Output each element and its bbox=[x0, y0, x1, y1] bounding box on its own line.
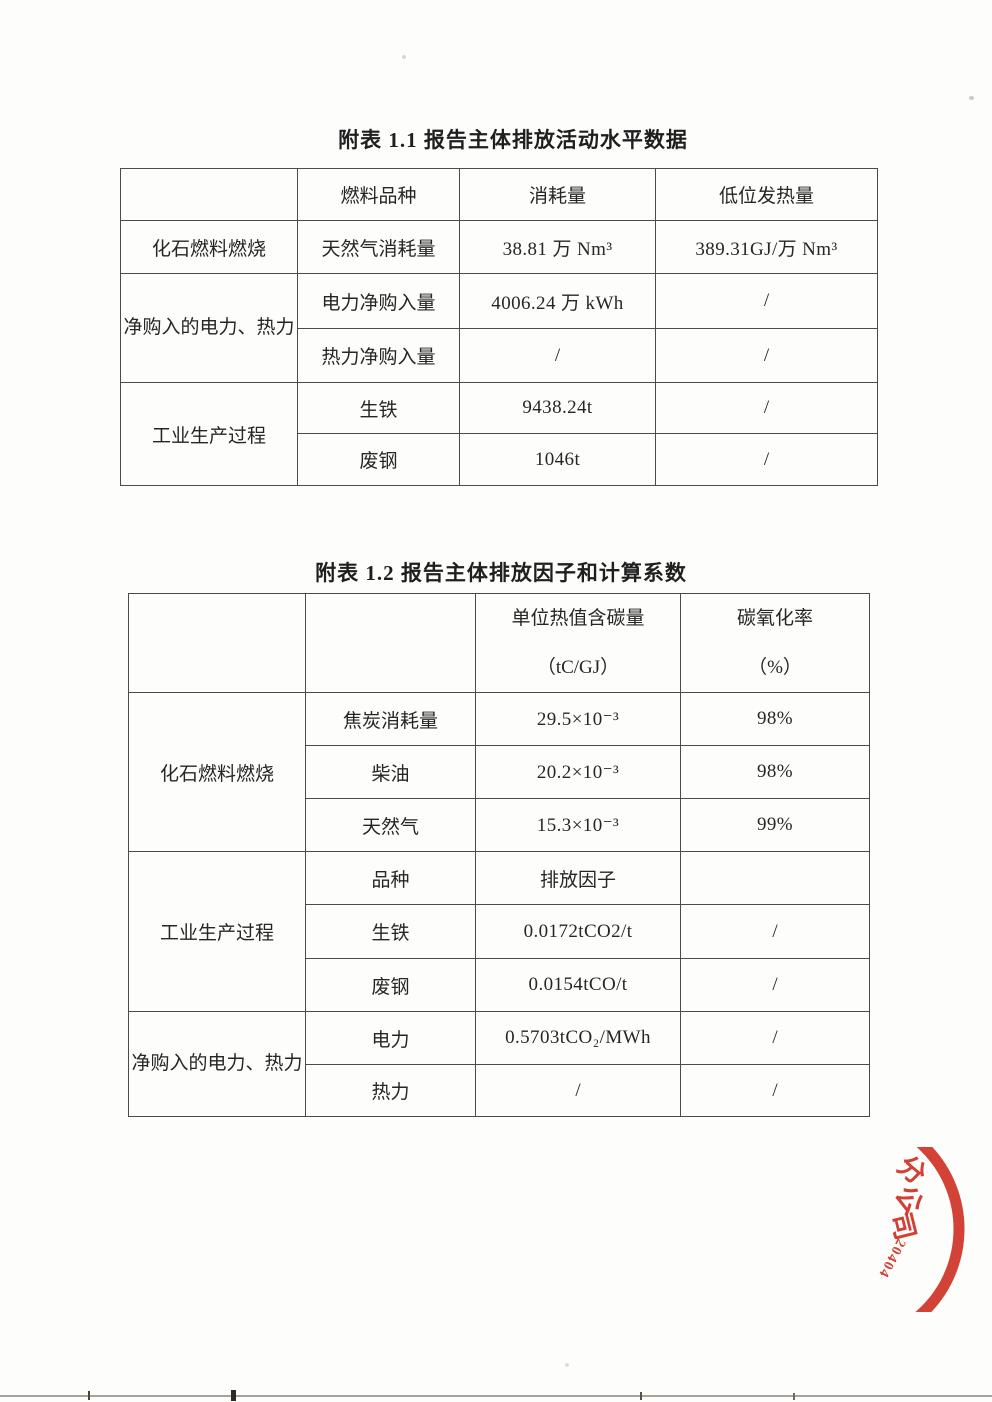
table-row: 废钢 1046t / bbox=[121, 433, 878, 486]
cell-item: 天然气 bbox=[305, 798, 476, 852]
cell-carbon-content: 0.0154tCO/t bbox=[475, 958, 681, 1012]
cell-category: 化石燃料燃烧 bbox=[120, 220, 298, 274]
table-row: 净购入的电力、热力 电力净购入量 4006.24 万 kWh / bbox=[120, 273, 878, 383]
scan-edge-line bbox=[0, 1395, 992, 1397]
cell-item: 电力 bbox=[305, 1011, 476, 1065]
header-oxidation-rate: 碳氧化率 （%） bbox=[680, 593, 870, 693]
cell-heating-value: 389.31GJ/万 Nm³ bbox=[655, 220, 878, 274]
cell-consumption: 9438.24t bbox=[459, 382, 656, 434]
table-row: 工业生产过程 品种 排放因子 bbox=[128, 851, 870, 1012]
table2-title: 附表 1.2 报告主体排放因子和计算系数 bbox=[315, 561, 687, 585]
table-row: 生铁 0.0172tCO2/t / bbox=[129, 904, 870, 959]
cell-fuel-type: 生铁 bbox=[297, 382, 460, 434]
cell-oxidation-rate: / bbox=[680, 958, 870, 1012]
scan-tick bbox=[88, 1391, 90, 1400]
cell-item: 热力 bbox=[305, 1064, 476, 1117]
scan-tick bbox=[793, 1393, 795, 1400]
table-row: 净购入的电力、热力 电力 0.5703tCO₂/MWh / bbox=[128, 1011, 870, 1117]
cell-oxidation-rate: / bbox=[680, 1011, 870, 1065]
cell-oxidation-rate: 98% bbox=[680, 745, 870, 799]
cell-category: 净购入的电力、热力 bbox=[120, 273, 298, 383]
scan-tick bbox=[640, 1392, 642, 1400]
cell-heating-value: / bbox=[655, 328, 878, 383]
table-row: 化石燃料燃烧 天然气消耗量 38.81 万 Nm³ 389.31GJ/万 Nm³ bbox=[120, 220, 878, 274]
cell-fuel-type: 热力净购入量 bbox=[297, 328, 460, 383]
table1-title: 附表 1.1 报告主体排放活动水平数据 bbox=[338, 128, 688, 152]
cell-heating-value: / bbox=[655, 382, 878, 434]
table-header-row: 燃料品种 消耗量 低位发热量 bbox=[120, 168, 878, 221]
cell-category: 化石燃料燃烧 bbox=[128, 692, 306, 852]
company-seal-stamp: 分 公 司 20404 bbox=[875, 1147, 992, 1312]
seal-ring-arc-icon bbox=[915, 1147, 965, 1312]
cell-oxidation-rate: / bbox=[680, 1064, 870, 1117]
header-empty bbox=[128, 593, 306, 693]
header-empty bbox=[120, 168, 298, 221]
scan-speckle bbox=[565, 1363, 569, 1367]
scan-speckle bbox=[969, 96, 974, 100]
header-empty bbox=[305, 593, 476, 693]
header-heating-value: 低位发热量 bbox=[655, 168, 878, 221]
cell-oxidation-rate: 99% bbox=[680, 798, 870, 852]
cell-item: 废钢 bbox=[305, 958, 476, 1012]
cell-item: 品种 bbox=[305, 851, 476, 905]
header-carbon-content: 单位热值含碳量 （tC/GJ） bbox=[475, 593, 681, 693]
cell-fuel-type: 废钢 bbox=[297, 433, 460, 486]
cell-fuel-type: 天然气消耗量 bbox=[297, 220, 460, 274]
emission-factor-table: 单位热值含碳量 （tC/GJ） 碳氧化率 （%） 化石燃料燃烧 焦炭消耗量 29… bbox=[128, 593, 870, 1117]
cell-oxidation-rate: 98% bbox=[680, 692, 870, 746]
cell-carbon-content: 15.3×10⁻³ bbox=[475, 798, 681, 852]
cell-item: 柴油 bbox=[305, 745, 476, 799]
cell-heating-value: / bbox=[655, 433, 878, 486]
cell-oxidation-rate: / bbox=[680, 904, 870, 959]
table-header-row: 单位热值含碳量 （tC/GJ） 碳氧化率 （%） bbox=[128, 593, 870, 693]
table-row: 废钢 0.0154tCO/t / bbox=[129, 958, 870, 1012]
cell-category: 工业生产过程 bbox=[120, 382, 298, 486]
cell-item: 焦炭消耗量 bbox=[305, 692, 476, 746]
cell-consumption: 38.81 万 Nm³ bbox=[459, 220, 656, 274]
table-row: 柴油 20.2×10⁻³ 98% bbox=[129, 745, 870, 799]
table-row: 化石燃料燃烧 焦炭消耗量 29.5×10⁻³ 98% bbox=[128, 692, 870, 852]
table-row: 天然气 15.3×10⁻³ 99% bbox=[129, 798, 870, 852]
cell-carbon-content: 20.2×10⁻³ bbox=[475, 745, 681, 799]
cell-consumption: / bbox=[459, 328, 656, 383]
scan-tick bbox=[231, 1390, 236, 1401]
cell-item: 生铁 bbox=[305, 904, 476, 959]
cell-carbon-content: / bbox=[475, 1064, 681, 1117]
activity-level-data-table: 燃料品种 消耗量 低位发热量 化石燃料燃烧 天然气消耗量 38.81 万 Nm³… bbox=[120, 168, 878, 486]
cell-consumption: 4006.24 万 kWh bbox=[459, 273, 656, 329]
cell-carbon-content: 0.5703tCO₂/MWh bbox=[475, 1011, 681, 1065]
table-row: 热力 / / bbox=[129, 1064, 870, 1117]
cell-category: 净购入的电力、热力 bbox=[128, 1011, 306, 1117]
cell-carbon-content: 排放因子 bbox=[475, 851, 681, 905]
scan-speckle bbox=[402, 55, 406, 59]
table-row: 工业生产过程 生铁 9438.24t / bbox=[120, 382, 878, 486]
cell-category: 工业生产过程 bbox=[128, 851, 306, 1012]
cell-carbon-content: 0.0172tCO2/t bbox=[475, 904, 681, 959]
cell-fuel-type: 电力净购入量 bbox=[297, 273, 460, 329]
cell-oxidation-rate bbox=[680, 851, 870, 905]
cell-consumption: 1046t bbox=[459, 433, 656, 486]
header-consumption: 消耗量 bbox=[459, 168, 656, 221]
cell-carbon-content: 29.5×10⁻³ bbox=[475, 692, 681, 746]
cell-heating-value: / bbox=[655, 273, 878, 329]
header-fuel-type: 燃料品种 bbox=[297, 168, 460, 221]
